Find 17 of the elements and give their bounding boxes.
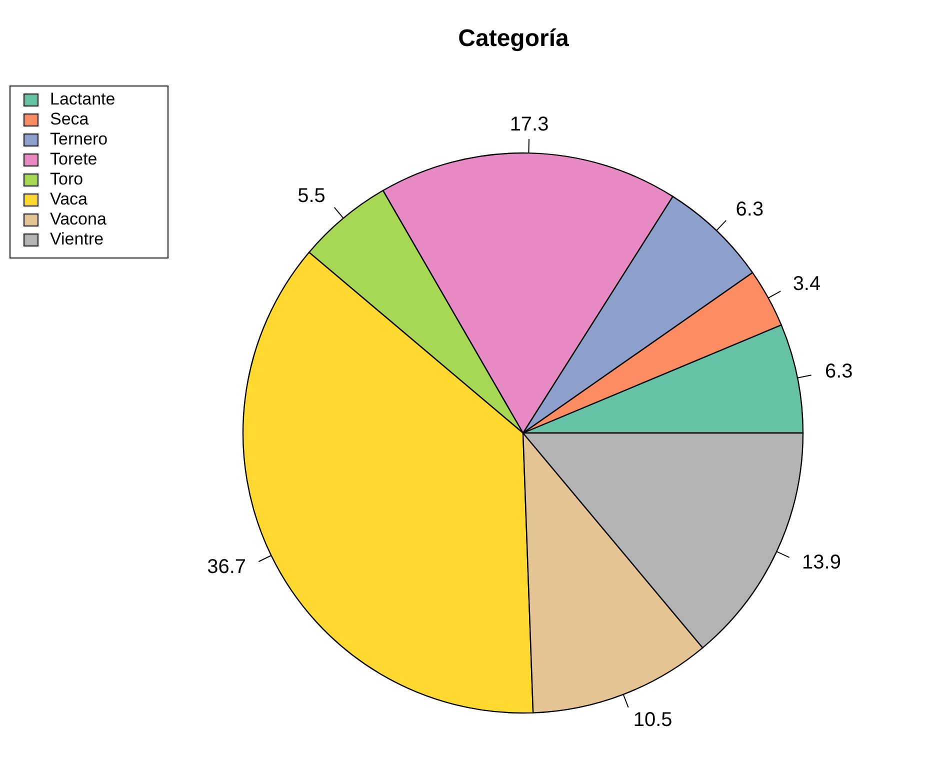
data-label: 36.7: [207, 556, 246, 578]
data-label: 17.3: [510, 113, 549, 136]
data-label: 6.3: [824, 360, 853, 383]
data-label: 6.3: [736, 198, 764, 221]
legend-label: Vientre: [50, 229, 104, 248]
data-label: 10.5: [633, 708, 672, 731]
data-label: 13.9: [802, 552, 841, 574]
legend-label: Toro: [50, 169, 84, 188]
legend-label: Vaca: [50, 189, 88, 208]
data-label: 5.5: [298, 185, 326, 208]
legend-label: Vacona: [50, 209, 107, 228]
legend-label: Lactante: [50, 89, 116, 108]
legend-label: Torete: [50, 149, 98, 168]
data-label: 3.4: [792, 272, 821, 295]
chart-title: Categoría: [458, 25, 570, 52]
legend-label: Seca: [50, 109, 90, 128]
legend-label: Ternero: [50, 129, 108, 148]
